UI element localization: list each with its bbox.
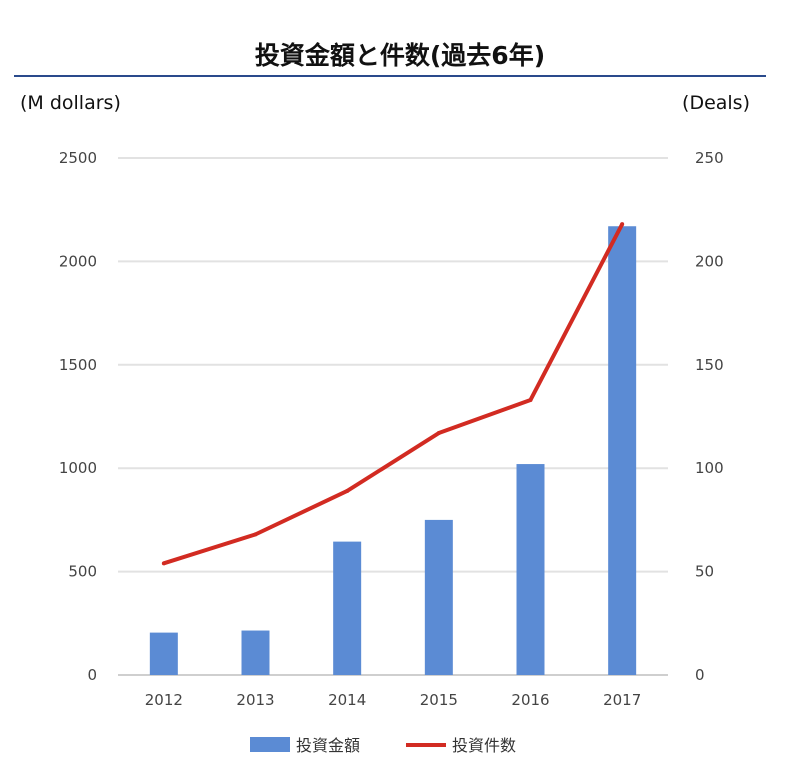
right-tick-label: 150 [695,356,724,374]
x-tick-label: 2013 [236,691,274,709]
deals-points [161,222,625,566]
right-tick-label: 100 [695,459,724,477]
legend-swatch-amount [250,737,290,752]
right-tick-label: 0 [695,666,705,684]
right-tick-label: 50 [695,563,714,581]
deals-point-2015 [436,431,441,436]
bar-2016 [516,464,545,675]
left-tick-label: 1000 [59,459,97,477]
deals-point-2012 [161,561,166,566]
bar-series [149,226,637,675]
x-tick-label: 2017 [603,691,641,709]
title-underline [14,75,766,77]
left-tick-label: 2500 [59,149,97,167]
bar-2013 [241,630,270,675]
chart-title: 投資金額と件数(過去6年) [254,41,546,70]
left-tick-label: 500 [68,563,97,581]
x-tick-label: 2012 [145,691,183,709]
right-axis-unit-label: (Deals) [682,92,750,114]
x-tick-label: 2014 [328,691,366,709]
x-tick-label: 2015 [420,691,458,709]
bar-2014 [333,541,362,675]
left-tick-label: 1500 [59,356,97,374]
legend: 投資金額 投資件数 [250,736,516,755]
right-tick-label: 200 [695,252,724,270]
legend-label-deals: 投資件数 [452,736,516,755]
left-tick-label: 2000 [59,252,97,270]
bar-2015 [424,519,453,675]
deals-line [163,223,624,566]
deals-point-2013 [253,532,258,537]
deals-point-2016 [528,397,533,402]
axis-ticks: 0 500 1000 1500 2000 2500 0 50 100 150 200 250 2012 2… [59,149,724,709]
bar-2012 [149,632,178,675]
gridlines [118,157,668,676]
left-axis-unit-label: (M dollars) [20,92,121,114]
deals-point-2014 [345,488,350,493]
x-tick-label: 2016 [511,691,549,709]
legend-label-amount: 投資金額 [296,736,360,755]
left-tick-label: 0 [87,666,97,684]
right-tick-label: 250 [695,149,724,167]
deals-point-2017 [620,222,625,227]
bar-2017 [608,226,637,675]
